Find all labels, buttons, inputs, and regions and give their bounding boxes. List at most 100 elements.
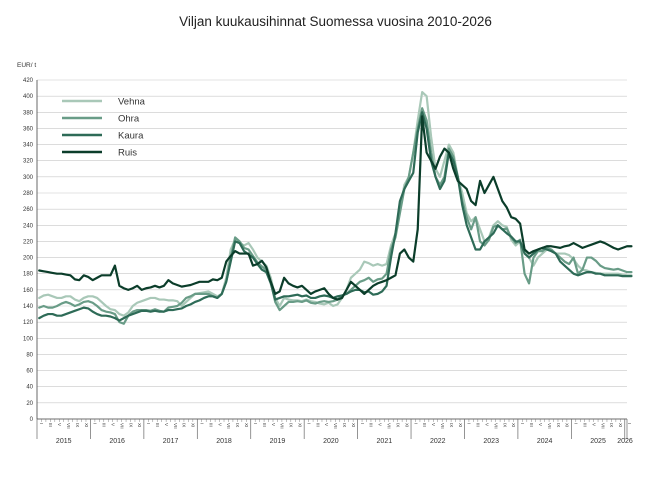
year-label: 2015 <box>56 438 72 445</box>
y-tick-label: 100 <box>23 336 34 342</box>
series-line-ohra <box>38 107 633 325</box>
month-tick-label: XI <box>137 423 142 427</box>
y-tick-label: 220 <box>23 239 34 245</box>
month-tick-label: I <box>200 423 205 424</box>
year-label: 2016 <box>109 438 125 445</box>
month-tick-label: I <box>467 423 472 424</box>
y-tick-label: 140 <box>23 304 34 310</box>
month-tick-label: I <box>520 423 525 424</box>
month-tick-label: I <box>93 423 98 424</box>
month-tick-label: XI <box>297 423 302 427</box>
year-label: 2020 <box>323 438 339 445</box>
month-tick-label: III <box>315 423 320 427</box>
y-tick-label: 200 <box>23 256 34 262</box>
month-tick-label: V <box>591 423 596 427</box>
y-tick-label: 180 <box>23 272 34 278</box>
month-tick-label: III <box>48 423 53 427</box>
year-label: 2026 <box>617 438 633 445</box>
month-tick-label: III <box>208 423 213 427</box>
y-tick-label: 20 <box>26 401 33 407</box>
chart-title: Viljan kuukausihinnat Suomessa vuosina 2… <box>179 14 492 29</box>
month-tick-label: VII <box>173 423 178 429</box>
month-tick-label: IX <box>502 423 507 427</box>
month-tick-label: XI <box>244 423 249 427</box>
month-tick-label: V <box>217 423 222 427</box>
month-tick-label: III <box>529 423 534 427</box>
y-tick-label: 400 <box>23 94 34 100</box>
month-tick-label: XI <box>404 423 409 427</box>
month-tick-label: I <box>413 423 418 424</box>
month-tick-label: V <box>271 423 276 427</box>
month-tick-label: IX <box>395 423 400 427</box>
month-tick-label: I <box>627 423 632 424</box>
year-label: 2023 <box>483 438 499 445</box>
month-tick-label: VII <box>600 423 605 429</box>
year-label: 2024 <box>537 438 553 445</box>
month-tick-label: VII <box>280 423 285 429</box>
month-tick-label: VII <box>493 423 498 429</box>
month-tick-label: V <box>110 423 115 427</box>
y-tick-label: 0 <box>30 417 34 423</box>
month-tick-label: IX <box>449 423 454 427</box>
month-tick-label: VII <box>333 423 338 429</box>
month-tick-label: IX <box>235 423 240 427</box>
month-tick-label: V <box>57 423 62 427</box>
year-label: 2019 <box>270 438 286 445</box>
y-tick-label: 120 <box>23 320 34 326</box>
y-tick-label: 160 <box>23 288 34 294</box>
month-tick-label: III <box>102 423 107 427</box>
month-tick-label: IX <box>182 423 187 427</box>
month-tick-label: XI <box>351 423 356 427</box>
month-tick-label: V <box>431 423 436 427</box>
month-tick-label: VII <box>440 423 445 429</box>
y-tick-label: 260 <box>23 207 34 213</box>
y-tick-label: 340 <box>23 143 34 149</box>
month-tick-label: III <box>262 423 267 427</box>
y-tick-label: 280 <box>23 191 34 197</box>
month-tick-label: VII <box>66 423 71 429</box>
month-tick-label: III <box>155 423 160 427</box>
year-label: 2021 <box>377 438 393 445</box>
y-tick-label: 40 <box>26 385 33 391</box>
month-tick-label: XI <box>565 423 570 427</box>
legend-label-kaura: Kaura <box>118 131 144 142</box>
series-line-ruis <box>38 115 633 301</box>
legend-label-ruis: Ruis <box>118 148 137 159</box>
month-tick-label: IX <box>342 423 347 427</box>
year-label: 2017 <box>163 438 179 445</box>
month-tick-label: III <box>582 423 587 427</box>
month-tick-label: III <box>422 423 427 427</box>
month-tick-label: XI <box>458 423 463 427</box>
month-tick-label: IX <box>556 423 561 427</box>
legend-label-ohra: Ohra <box>118 114 140 125</box>
series-line-vehna <box>38 91 633 317</box>
month-tick-label: I <box>253 423 258 424</box>
month-tick-label: V <box>485 423 490 427</box>
y-tick-label: 420 <box>23 78 34 84</box>
year-label: 2018 <box>216 438 232 445</box>
month-tick-label: IX <box>289 423 294 427</box>
month-tick-label: IX <box>75 423 80 427</box>
month-tick-label: XI <box>84 423 89 427</box>
month-tick-label: I <box>574 423 579 424</box>
y-tick-label: 380 <box>23 110 34 116</box>
month-tick-label: III <box>476 423 481 427</box>
month-tick-label: IX <box>609 423 614 427</box>
y-tick-label: 300 <box>23 175 34 181</box>
month-tick-label: IX <box>128 423 133 427</box>
year-label: 2025 <box>590 438 606 445</box>
y-tick-label: 60 <box>26 369 33 375</box>
series-lines <box>38 91 633 325</box>
y-tick-label: 80 <box>26 352 33 358</box>
y-axis-unit-label: EUR/ t <box>17 62 36 69</box>
month-tick-label: III <box>369 423 374 427</box>
series-line-kaura <box>38 111 633 322</box>
month-tick-label: VII <box>387 423 392 429</box>
month-tick-label: V <box>324 423 329 427</box>
y-tick-label: 320 <box>23 159 34 165</box>
year-label: 2022 <box>430 438 446 445</box>
month-tick-label: V <box>164 423 169 427</box>
month-tick-label: XI <box>511 423 516 427</box>
month-tick-label: VII <box>226 423 231 429</box>
